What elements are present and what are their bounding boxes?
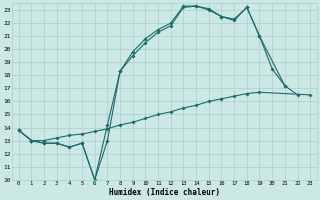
X-axis label: Humidex (Indice chaleur): Humidex (Indice chaleur) (109, 188, 220, 197)
